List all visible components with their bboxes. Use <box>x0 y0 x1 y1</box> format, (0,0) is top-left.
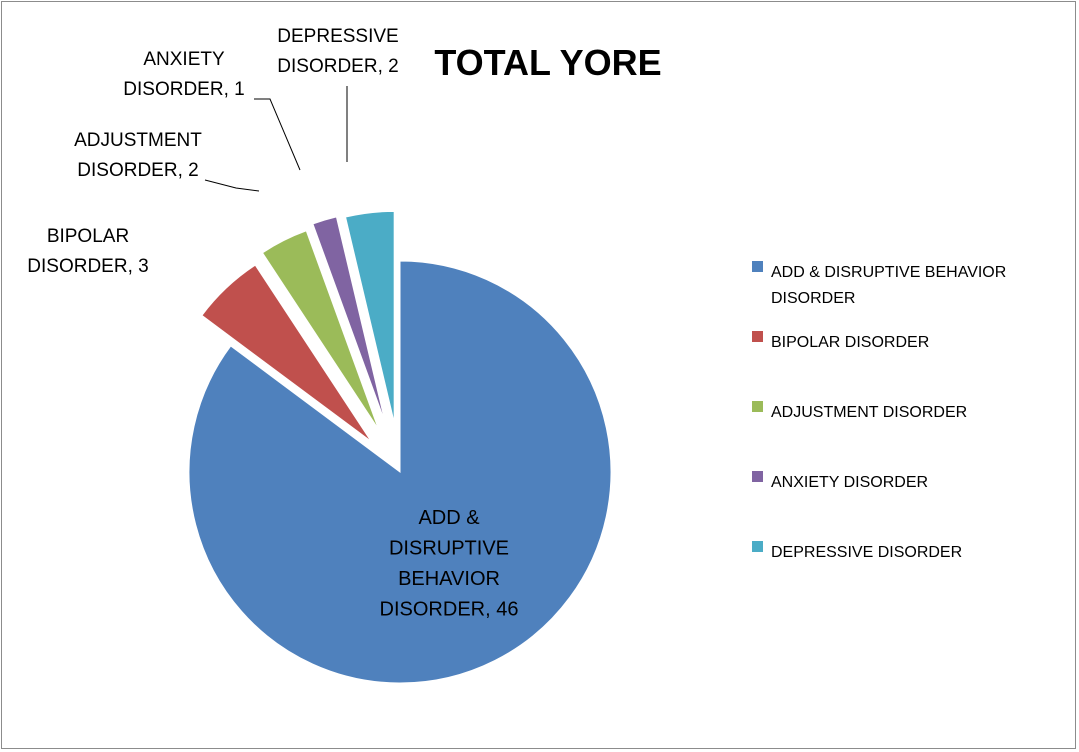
data-label-adjustment-disorder: ADJUSTMENT DISORDER, 2 <box>74 130 202 181</box>
legend-item-anxiety-disorder: ANXIETY DISORDER <box>752 471 928 491</box>
leader-line-anxiety-disorder <box>254 98 301 171</box>
legend-item-bipolar-disorder: BIPOLAR DISORDER <box>752 331 929 351</box>
legend-swatch <box>752 401 763 412</box>
legend-label: ADD & DISRUPTIVE BEHAVIOR DISORDER <box>771 264 1006 307</box>
legend-label: DEPRESSIVE DISORDER <box>771 544 962 561</box>
data-label-depressive-disorder: DEPRESSIVE DISORDER, 2 <box>277 26 398 77</box>
leader-line-adjustment-disorder <box>204 179 260 192</box>
legend-item-add-and-disruptive-behavior-disorder: ADD & DISRUPTIVE BEHAVIOR DISORDER <box>752 261 1006 307</box>
data-label-add-and-disruptive-behavior-disorder: ADD & DISRUPTIVE BEHAVIOR DISORDER, 46 <box>380 507 519 621</box>
legend: ADD & DISRUPTIVE BEHAVIOR DISORDER BIPOLAR… <box>752 261 1006 561</box>
pie-slice-add-and-disruptive-behavior-disorder <box>188 260 612 684</box>
pie-slice-depressive-disorder <box>344 210 395 423</box>
data-label-bipolar-disorder: BIPOLAR DISORDER, 3 <box>27 226 148 277</box>
pie-slice-anxiety-disorder <box>312 216 386 423</box>
leader-lines <box>204 86 348 192</box>
pie-slice-adjustment-disorder <box>261 230 379 430</box>
data-labels: ADD & DISRUPTIVE BEHAVIOR DISORDER, 46 BIPOL… <box>27 26 518 621</box>
legend-item-adjustment-disorder: ADJUSTMENT DISORDER <box>752 401 967 421</box>
legend-label: ADJUSTMENT DISORDER <box>771 404 967 421</box>
legend-swatch <box>752 331 763 342</box>
pie-slices <box>188 210 612 684</box>
data-label-anxiety-disorder: ANXIETY DISORDER, 1 <box>123 49 244 100</box>
pie-slice-bipolar-disorder <box>201 264 372 442</box>
legend-label: BIPOLAR DISORDER <box>771 334 929 351</box>
legend-label: ANXIETY DISORDER <box>771 474 928 491</box>
legend-item-depressive-disorder: DEPRESSIVE DISORDER <box>752 541 962 561</box>
legend-swatch <box>752 541 763 552</box>
legend-swatch <box>752 471 763 482</box>
legend-swatch <box>752 261 763 272</box>
chart-title: TOTAL YORE <box>434 42 661 83</box>
